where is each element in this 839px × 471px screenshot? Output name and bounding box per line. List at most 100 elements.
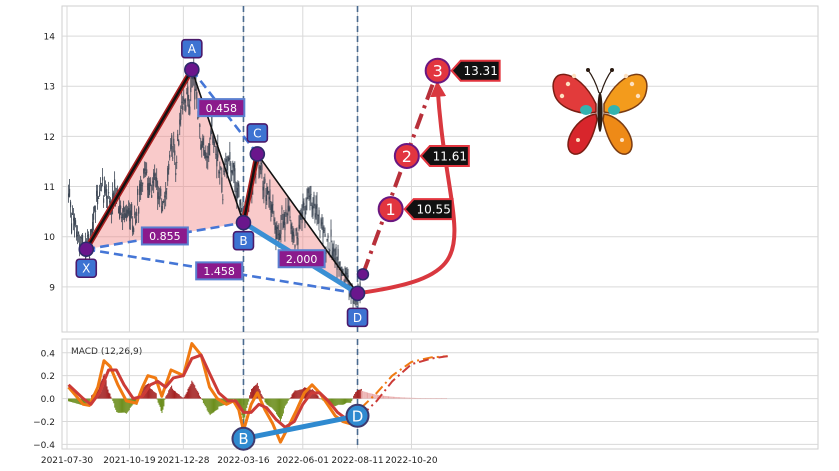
histogram-projection-bar [410,397,412,399]
histogram-bar [333,398,335,406]
candle-body [100,183,102,185]
candle-body [265,195,267,201]
histogram-bar [336,398,338,406]
histogram-bar [142,387,144,399]
candle-body [143,168,145,174]
histogram-bar [204,398,206,407]
histogram-bar [288,398,290,400]
histogram-bar [269,398,271,407]
histogram-bar [198,392,200,399]
candle-body [106,189,108,199]
wing-dot [635,93,641,99]
histogram-bar [171,385,173,399]
wing-eye-right [608,105,620,115]
candle-body [278,232,280,241]
candle-body [179,119,181,125]
candle-body [293,234,295,242]
histogram-bar [69,398,71,402]
candle-body [166,188,168,190]
histogram-bar [293,391,295,399]
histogram-bar [266,398,268,405]
histogram-bar [200,397,202,399]
histogram-bar [166,394,168,399]
candle-body [223,170,225,172]
target-labels: 1 10.55 2 11.61 3 13.31 [377,57,501,223]
candle-body [104,185,106,194]
candle-body [95,210,97,212]
histogram-projection-bar [368,392,370,399]
candle-body [282,221,284,229]
histogram-projection-bar [436,398,438,399]
candle-body [182,106,184,111]
macd-title: MACD (12,26,9) [71,347,142,357]
candle-body [352,300,354,304]
candle-body [82,234,84,247]
ratio-label-box [197,98,246,118]
histogram-bar [195,388,197,399]
histogram-bar [188,387,190,399]
leg-bc [242,152,259,224]
candle-body [177,133,179,142]
histogram-bar [233,398,235,401]
histogram-bar [289,398,291,399]
macd-y-tick-label: −0.4 [33,441,55,451]
histogram-bar [127,398,129,412]
price-y-tick-label: 9 [49,283,55,293]
leg-cd [256,153,359,295]
candle-body [289,216,291,218]
candle-body [286,213,288,215]
candle-body [323,230,325,232]
histogram-projection-bar [406,397,408,399]
candle-body [172,157,174,159]
histogram-bar [241,398,243,416]
histogram-bar [301,389,303,399]
histogram-bar [298,390,300,399]
candle-body [266,186,268,195]
histogram-bar [177,393,179,399]
histogram-bar [193,383,195,399]
candle-body [263,182,265,198]
candle-body [298,224,300,229]
candle-body [324,233,326,237]
histogram-bar [154,392,156,399]
histogram-bar [318,397,320,399]
candle-body [344,267,346,276]
ratio-labels: 0.458 0.855 1.458 2.000 [140,98,326,281]
histogram-bar [169,388,171,399]
histogram-bar [350,398,352,403]
candle-body [78,231,80,235]
candle-body [91,229,93,233]
candle-body [122,214,124,219]
histogram-projection-bar [438,398,440,399]
histogram-bar [296,390,298,399]
histogram-bar [307,388,309,399]
histogram-projection-bar [365,392,367,399]
candle-body [185,105,187,111]
candle-body [154,174,156,176]
wing-eye-left [580,105,592,115]
histogram-projection-bar [381,395,383,399]
histogram-bar [109,393,111,399]
candle-body [197,116,199,120]
candle-body [134,213,136,215]
candle-body [164,195,166,198]
histogram-projection-bar [401,397,403,399]
candle-body [163,201,165,203]
candle-body [261,164,263,171]
histogram-projection-bar [407,397,409,399]
candle-body [167,168,169,182]
histogram-bar [153,391,155,399]
candle-body [71,223,73,234]
histogram-bar [203,398,205,405]
candle-body [319,230,321,232]
histogram-projection-bar [418,398,420,399]
candle-body [345,271,347,277]
histogram-bar [156,398,158,400]
candle-body [129,210,131,222]
histogram-bar [314,392,316,399]
candle-body [268,196,270,200]
candle-body [212,135,214,143]
histogram-bar [114,398,116,408]
histogram-bar [194,385,196,399]
pivot-label-box [232,230,255,251]
